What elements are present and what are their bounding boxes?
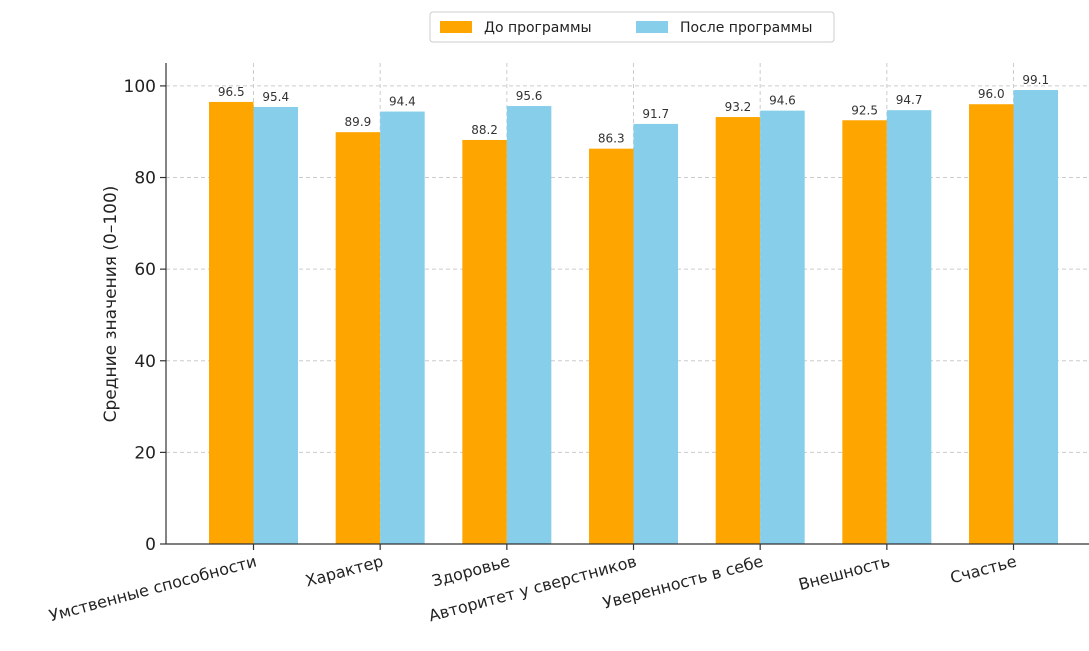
x-category-label: Счастье [948, 552, 1018, 588]
x-category-labels: Умственные способности Характер ЗдоровьеАв… [47, 544, 1019, 625]
y-tick-label: 0 [145, 535, 156, 555]
axes [165, 63, 1089, 545]
bar-value-label: 95.4 [262, 90, 289, 104]
y-axis-title: Средние значения (0–100) [101, 186, 121, 423]
bar [380, 111, 425, 544]
x-category-label: Характер [303, 552, 385, 591]
bar-value-label: 94.6 [769, 94, 796, 108]
bar [209, 101, 254, 544]
y-tick-label: 100 [124, 77, 156, 97]
x-category-label: Внешность [796, 552, 891, 595]
legend: До программы После программы [429, 11, 835, 43]
bar-value-label: 99.1 [1022, 73, 1049, 87]
bar [462, 139, 507, 544]
bar [589, 148, 634, 544]
bar [842, 120, 887, 544]
bar-value-label: 91.7 [642, 107, 669, 121]
bar-value-label: 86.3 [598, 132, 625, 146]
y-tick-label: 80 [134, 169, 156, 189]
bar-value-label: 89.9 [345, 115, 372, 129]
bar-value-label: 95.6 [516, 89, 543, 103]
x-category-label: Здоровье [430, 552, 512, 591]
bar-value-label: 88.2 [471, 123, 498, 137]
value-labels: 96.5 95.4 89.9 94.4 88.2 95.6 86.3 91.7 93.2 94.6… [218, 73, 1049, 146]
bar [253, 106, 298, 544]
bar-value-label: 94.7 [896, 93, 923, 107]
legend-frame [429, 11, 835, 43]
bar-value-label: 92.5 [851, 103, 878, 117]
x-category-label: Умственные способности [47, 552, 259, 626]
y-ticks: 0 20 40 60 80 100 [124, 77, 166, 555]
y-tick-label: 40 [134, 352, 156, 372]
x-category-label: Авторитет у сверстников [427, 552, 639, 626]
legend-label-before: До программы [484, 20, 592, 36]
bar-value-label: 96.5 [218, 85, 245, 99]
bar [335, 132, 381, 545]
bar [506, 106, 552, 545]
bars [209, 90, 1059, 545]
bar [760, 110, 805, 544]
bar [969, 104, 1014, 544]
legend-swatch-after [636, 21, 668, 33]
bar [715, 117, 761, 544]
bar [886, 110, 932, 544]
legend-swatch-before [440, 21, 472, 33]
legend-label-after: После программы [680, 20, 812, 36]
bar-value-label: 93.2 [725, 100, 752, 114]
y-tick-label: 60 [134, 260, 156, 280]
bar-value-label: 94.4 [389, 95, 416, 109]
y-tick-label: 20 [134, 443, 156, 463]
bar [1013, 90, 1059, 544]
bar-value-label: 96.0 [978, 87, 1005, 101]
bar [633, 123, 679, 544]
